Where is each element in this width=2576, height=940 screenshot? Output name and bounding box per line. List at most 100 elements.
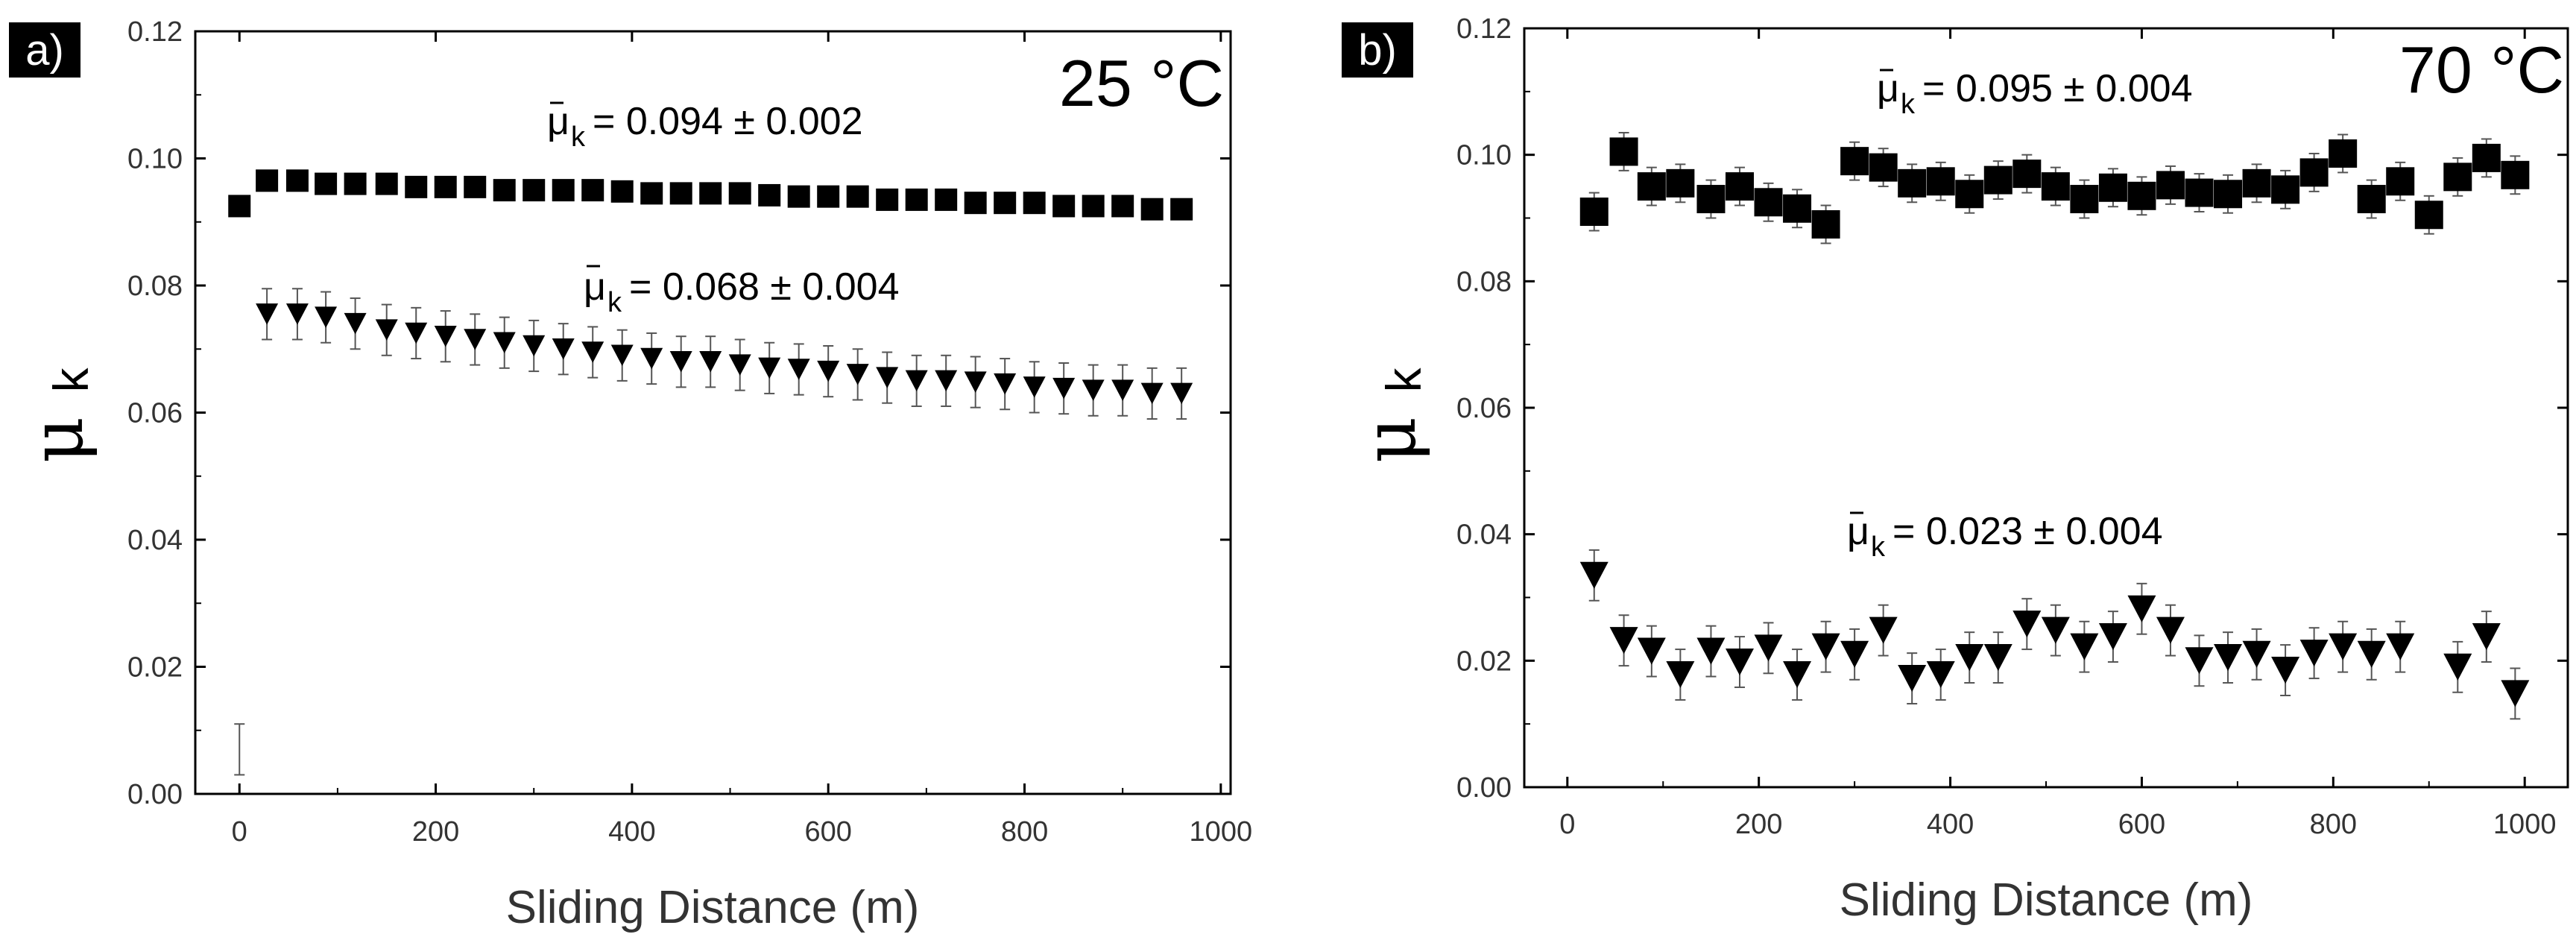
- data-point-triangle: [876, 367, 899, 388]
- x-tick-label: 0: [1559, 809, 1575, 840]
- data-point-square: [1926, 167, 1955, 196]
- data-point-triangle: [1609, 627, 1638, 654]
- data-point-square: [1811, 209, 1840, 239]
- panel-b-x-ticks: 0 200 400 600 800 1000: [1559, 28, 2556, 840]
- data-point-square: [787, 185, 810, 208]
- data-point-square: [846, 185, 869, 208]
- panel-b-y-axis-mu: μ: [1348, 417, 1432, 463]
- panel-a-annot-triangles-sub: k: [607, 287, 622, 318]
- data-point-square: [1898, 168, 1927, 198]
- data-point-square: [2357, 185, 2386, 214]
- panel-a-annotation-squares: μ k = 0.094 ± 0.002: [547, 100, 863, 153]
- data-point-square: [2214, 180, 2243, 209]
- data-point-triangle: [1811, 633, 1840, 660]
- panel-a-y-axis-title: μ k: [16, 368, 99, 464]
- data-point-square: [1579, 198, 1609, 227]
- panel-a-letter: a): [25, 26, 64, 75]
- data-point-square: [523, 179, 546, 202]
- data-point-square: [228, 195, 251, 218]
- data-point-triangle: [1082, 379, 1105, 401]
- data-point-triangle: [2329, 633, 2358, 660]
- data-point-square: [876, 188, 899, 211]
- data-point-triangle: [2386, 633, 2415, 660]
- data-point-square: [1609, 137, 1638, 166]
- data-point-square: [1725, 172, 1754, 201]
- data-point-triangle: [1052, 377, 1076, 400]
- data-point-square: [1170, 198, 1193, 221]
- data-point-triangle: [405, 322, 428, 344]
- x-tick-label: 1000: [1190, 816, 1253, 848]
- x-tick-label: 1000: [2493, 809, 2557, 840]
- panel-b-plot-frame: [1523, 27, 2569, 789]
- panel-a-y-axis-sub: k: [43, 368, 98, 393]
- x-tick-label: 200: [412, 816, 459, 848]
- data-point-triangle: [2214, 644, 2243, 672]
- data-point-square: [2414, 201, 2443, 230]
- data-point-square: [699, 182, 722, 205]
- panel-a-x-axis-title-visible: Sliding Distance (m): [506, 882, 920, 933]
- data-point-triangle: [434, 325, 457, 347]
- panel-a-annot-squares-sub: k: [571, 122, 586, 153]
- data-point-square: [1754, 188, 1783, 217]
- panel-a-annot-squares-sym: μ: [547, 100, 569, 143]
- data-point-square: [758, 183, 781, 206]
- data-point-square: [256, 169, 279, 192]
- data-point-square: [2098, 173, 2127, 202]
- y-tick-label: 0.08: [1456, 266, 1512, 297]
- data-point-square: [2443, 163, 2472, 192]
- data-point-triangle: [493, 332, 516, 353]
- y-tick-label: 0.04: [1456, 520, 1512, 551]
- data-point-square: [1666, 168, 1695, 198]
- y-tick-label: 0.00: [1456, 772, 1512, 804]
- data-point-triangle: [464, 329, 487, 350]
- data-point-triangle: [1754, 634, 1783, 662]
- data-point-triangle: [2242, 640, 2271, 668]
- x-tick-label: 200: [1735, 809, 1782, 840]
- data-point-square: [994, 192, 1017, 215]
- data-point-triangle: [285, 303, 309, 325]
- data-point-square: [464, 175, 487, 198]
- panel-b-temperature: 70 °C: [2399, 33, 2564, 107]
- data-point-triangle: [1869, 616, 1898, 644]
- data-point-square: [1637, 172, 1666, 201]
- data-point-square: [1052, 195, 1076, 218]
- y-tick-label: 0.10: [1456, 140, 1512, 171]
- y-tick-label: 0.06: [127, 398, 183, 429]
- data-point-square: [2127, 181, 2156, 210]
- y-tick-label: 0.02: [1456, 646, 1512, 677]
- panel-a-y-ticks: 0.00 0.02 0.04 0.06 0.08 0.10 0.12: [127, 16, 1231, 810]
- data-point-triangle: [994, 373, 1017, 395]
- series-squares: [228, 169, 1193, 221]
- panel-b-annot-squares-sub: k: [1901, 89, 1916, 120]
- data-point-triangle: [935, 370, 958, 392]
- data-point-square: [375, 172, 398, 195]
- data-point-triangle: [964, 371, 987, 393]
- data-point-triangle: [699, 351, 722, 373]
- panel-b-annot-triangles-value: = 0.023 ± 0.004: [1892, 510, 2163, 553]
- data-point-triangle: [1840, 640, 1869, 668]
- data-point-triangle: [2098, 623, 2127, 651]
- panel-b-annot-triangles-sym: μ: [1847, 510, 1869, 553]
- y-tick-label: 0.10: [127, 144, 183, 175]
- data-point-square: [728, 182, 751, 205]
- data-point-triangle: [1111, 379, 1134, 401]
- y-tick-label: 0.08: [127, 271, 183, 302]
- data-point-triangle: [905, 370, 928, 392]
- panel-a-annot-squares-value: = 0.094 ± 0.002: [593, 100, 863, 143]
- data-point-triangle: [2443, 653, 2472, 681]
- data-point-square: [2012, 160, 2042, 189]
- panel-a-annot-triangles-sym: μ: [584, 265, 606, 309]
- data-point-square: [2329, 139, 2358, 168]
- data-point-square: [552, 179, 575, 202]
- data-point-triangle: [2357, 640, 2386, 668]
- data-point-square: [2386, 167, 2415, 196]
- y-tick-label: 0.00: [127, 779, 183, 810]
- data-point-square: [315, 172, 338, 195]
- data-point-square: [581, 179, 604, 202]
- panel-a-y-axis-mu: μ: [16, 417, 99, 463]
- panel-a-plot-frame: [194, 30, 1232, 795]
- data-point-triangle: [2299, 640, 2329, 667]
- data-point-triangle: [1023, 376, 1046, 398]
- data-point-triangle: [2041, 616, 2070, 644]
- x-tick-label: 800: [2310, 809, 2357, 840]
